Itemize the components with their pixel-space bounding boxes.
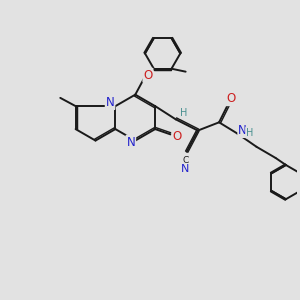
Text: O: O: [226, 92, 236, 105]
Text: O: O: [143, 69, 153, 82]
Text: H: H: [246, 128, 253, 138]
Text: C: C: [182, 155, 188, 164]
Text: N: N: [106, 96, 115, 109]
Text: N: N: [127, 136, 135, 148]
Text: N: N: [181, 164, 189, 174]
Text: O: O: [172, 130, 182, 143]
Text: N: N: [238, 124, 247, 137]
Text: H: H: [180, 108, 188, 118]
